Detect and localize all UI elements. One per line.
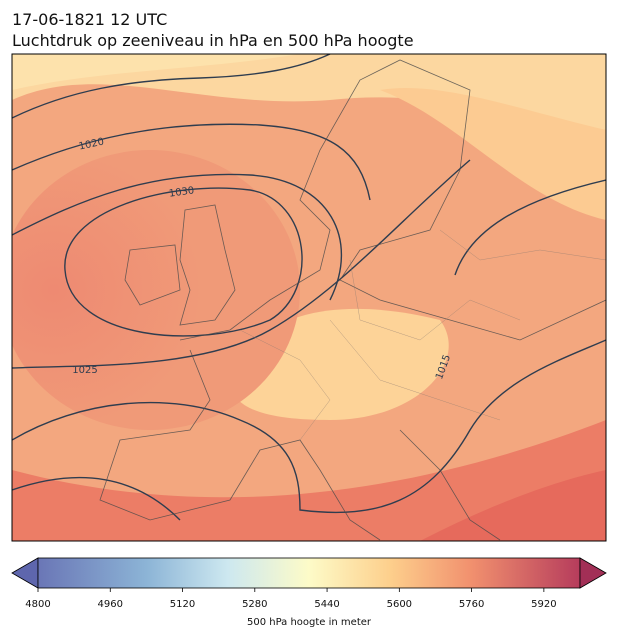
map: 1020 1030 1025 1015 bbox=[12, 54, 606, 541]
colorbar-tick-label: 5920 bbox=[531, 599, 556, 610]
title: 17-06-1821 12 UTC bbox=[12, 10, 167, 29]
contour-label: 1020 bbox=[78, 137, 105, 153]
map-frame bbox=[11, 53, 607, 542]
contour-label: 1030 bbox=[168, 185, 195, 199]
colorbar-tick-label: 4960 bbox=[98, 599, 123, 610]
colorbar-tick-label: 5440 bbox=[314, 599, 339, 610]
subtitle: Luchtdruk op zeeniveau in hPa en 500 hPa… bbox=[12, 31, 414, 50]
colorbar bbox=[11, 557, 607, 589]
colorbar-tick-label: 5600 bbox=[387, 599, 412, 610]
colorbar-tick-label: 5760 bbox=[459, 599, 484, 610]
colorbar-tick-label: 5120 bbox=[170, 599, 195, 610]
contour-label: 1025 bbox=[72, 365, 97, 376]
colorbar-tick-label: 4800 bbox=[25, 599, 50, 610]
colorbar-tick-label: 5280 bbox=[242, 599, 267, 610]
colorbar-label: 500 hPa hoogte in meter bbox=[247, 617, 372, 628]
